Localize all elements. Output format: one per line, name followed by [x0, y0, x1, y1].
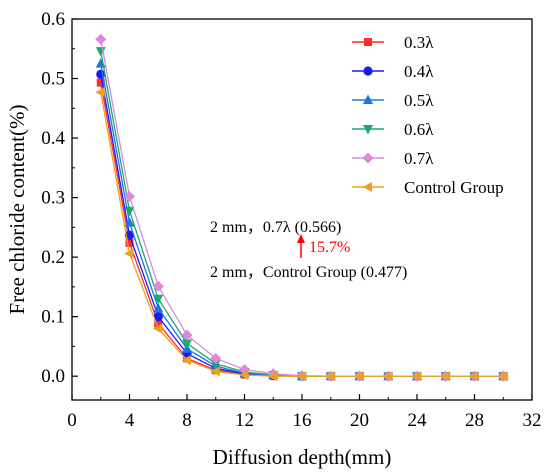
- legend-marker: [362, 182, 372, 192]
- data-point: [239, 369, 249, 380]
- data-point: [124, 217, 135, 227]
- data-point: [354, 371, 364, 382]
- x-tick-label: 0: [67, 410, 77, 431]
- legend-label: 0.7λ: [404, 149, 434, 168]
- data-point: [296, 371, 306, 382]
- annotation-increase: 15.7%: [309, 239, 350, 256]
- legend-marker: [363, 94, 373, 104]
- x-tick-label: 20: [350, 410, 369, 431]
- x-tick-label: 28: [465, 410, 484, 431]
- x-tick-label: 32: [523, 410, 542, 431]
- x-tick-label: 8: [182, 410, 192, 431]
- legend-marker: [363, 125, 373, 135]
- x-axis-label: Diffusion depth(mm): [213, 445, 392, 469]
- annotation-line-1: 2 mm，0.7λ (0.566): [210, 219, 341, 236]
- data-point: [124, 248, 134, 259]
- y-tick-label: 0.0: [41, 366, 65, 387]
- legend-marker: [364, 38, 372, 46]
- data-point: [210, 366, 220, 377]
- data-point: [154, 319, 163, 328]
- data-point: [210, 352, 222, 364]
- y-tick-label: 0.6: [41, 9, 65, 30]
- y-tick-label: 0.1: [41, 307, 65, 328]
- data-point: [497, 371, 508, 382]
- data-point: [267, 371, 278, 382]
- x-tick-label: 16: [293, 410, 312, 431]
- data-point: [153, 294, 164, 305]
- data-point: [125, 238, 134, 247]
- legend-label: Control Group: [404, 178, 504, 197]
- data-point: [210, 359, 221, 370]
- data-point: [124, 206, 135, 217]
- axes-layer: 0 4 8 12 16 20 24 28 32 0.0 0.1 0.2 0.3 0.4 0.5 0.6: [41, 9, 541, 431]
- y-tick-label: 0.5: [41, 69, 65, 90]
- y-tick-label: 0.2: [41, 247, 65, 268]
- legend-label: 0.4λ: [404, 62, 434, 81]
- data-point: [440, 371, 450, 382]
- legend-label: 0.6λ: [404, 120, 434, 139]
- data-point: [181, 329, 193, 341]
- x-tick-label: 12: [235, 410, 254, 431]
- legend: 0.3λ 0.4λ 0.5λ 0.6λ 0.7λ Control Group: [352, 33, 504, 197]
- y-tick-label: 0.3: [41, 188, 65, 209]
- series-layer: [95, 33, 509, 382]
- y-axis-label: Free chloride content(%): [5, 105, 29, 315]
- legend-marker: [363, 66, 373, 76]
- legend-label: 0.3λ: [404, 33, 434, 52]
- series-0.6λ: [95, 47, 509, 382]
- data-point: [153, 312, 163, 322]
- data-point: [182, 339, 192, 349]
- annotation-line-2: 2 mm，Control Group (0.477): [210, 264, 407, 281]
- data-point: [152, 280, 164, 292]
- data-point: [325, 371, 335, 382]
- legend-label: 0.5λ: [404, 91, 434, 110]
- annotation: 2 mm，0.7λ (0.566) 15.7% 2 mm，Control Gro…: [210, 219, 407, 281]
- data-point: [153, 302, 164, 313]
- plot-frame: [71, 18, 533, 401]
- data-point: [95, 87, 105, 98]
- legend-marker: [362, 152, 374, 164]
- y-tick-label: 0.4: [41, 128, 65, 149]
- data-point: [152, 323, 163, 334]
- series-Control Group: [95, 87, 508, 382]
- data-point: [469, 371, 479, 382]
- data-point: [124, 190, 135, 202]
- data-point: [382, 371, 393, 382]
- data-point: [95, 33, 107, 45]
- data-point: [411, 371, 421, 382]
- x-tick-label: 24: [408, 410, 428, 431]
- data-point: [96, 78, 105, 87]
- x-tick-label: 4: [125, 410, 135, 431]
- annotation-arrowhead: [297, 234, 305, 243]
- data-point: [181, 355, 191, 366]
